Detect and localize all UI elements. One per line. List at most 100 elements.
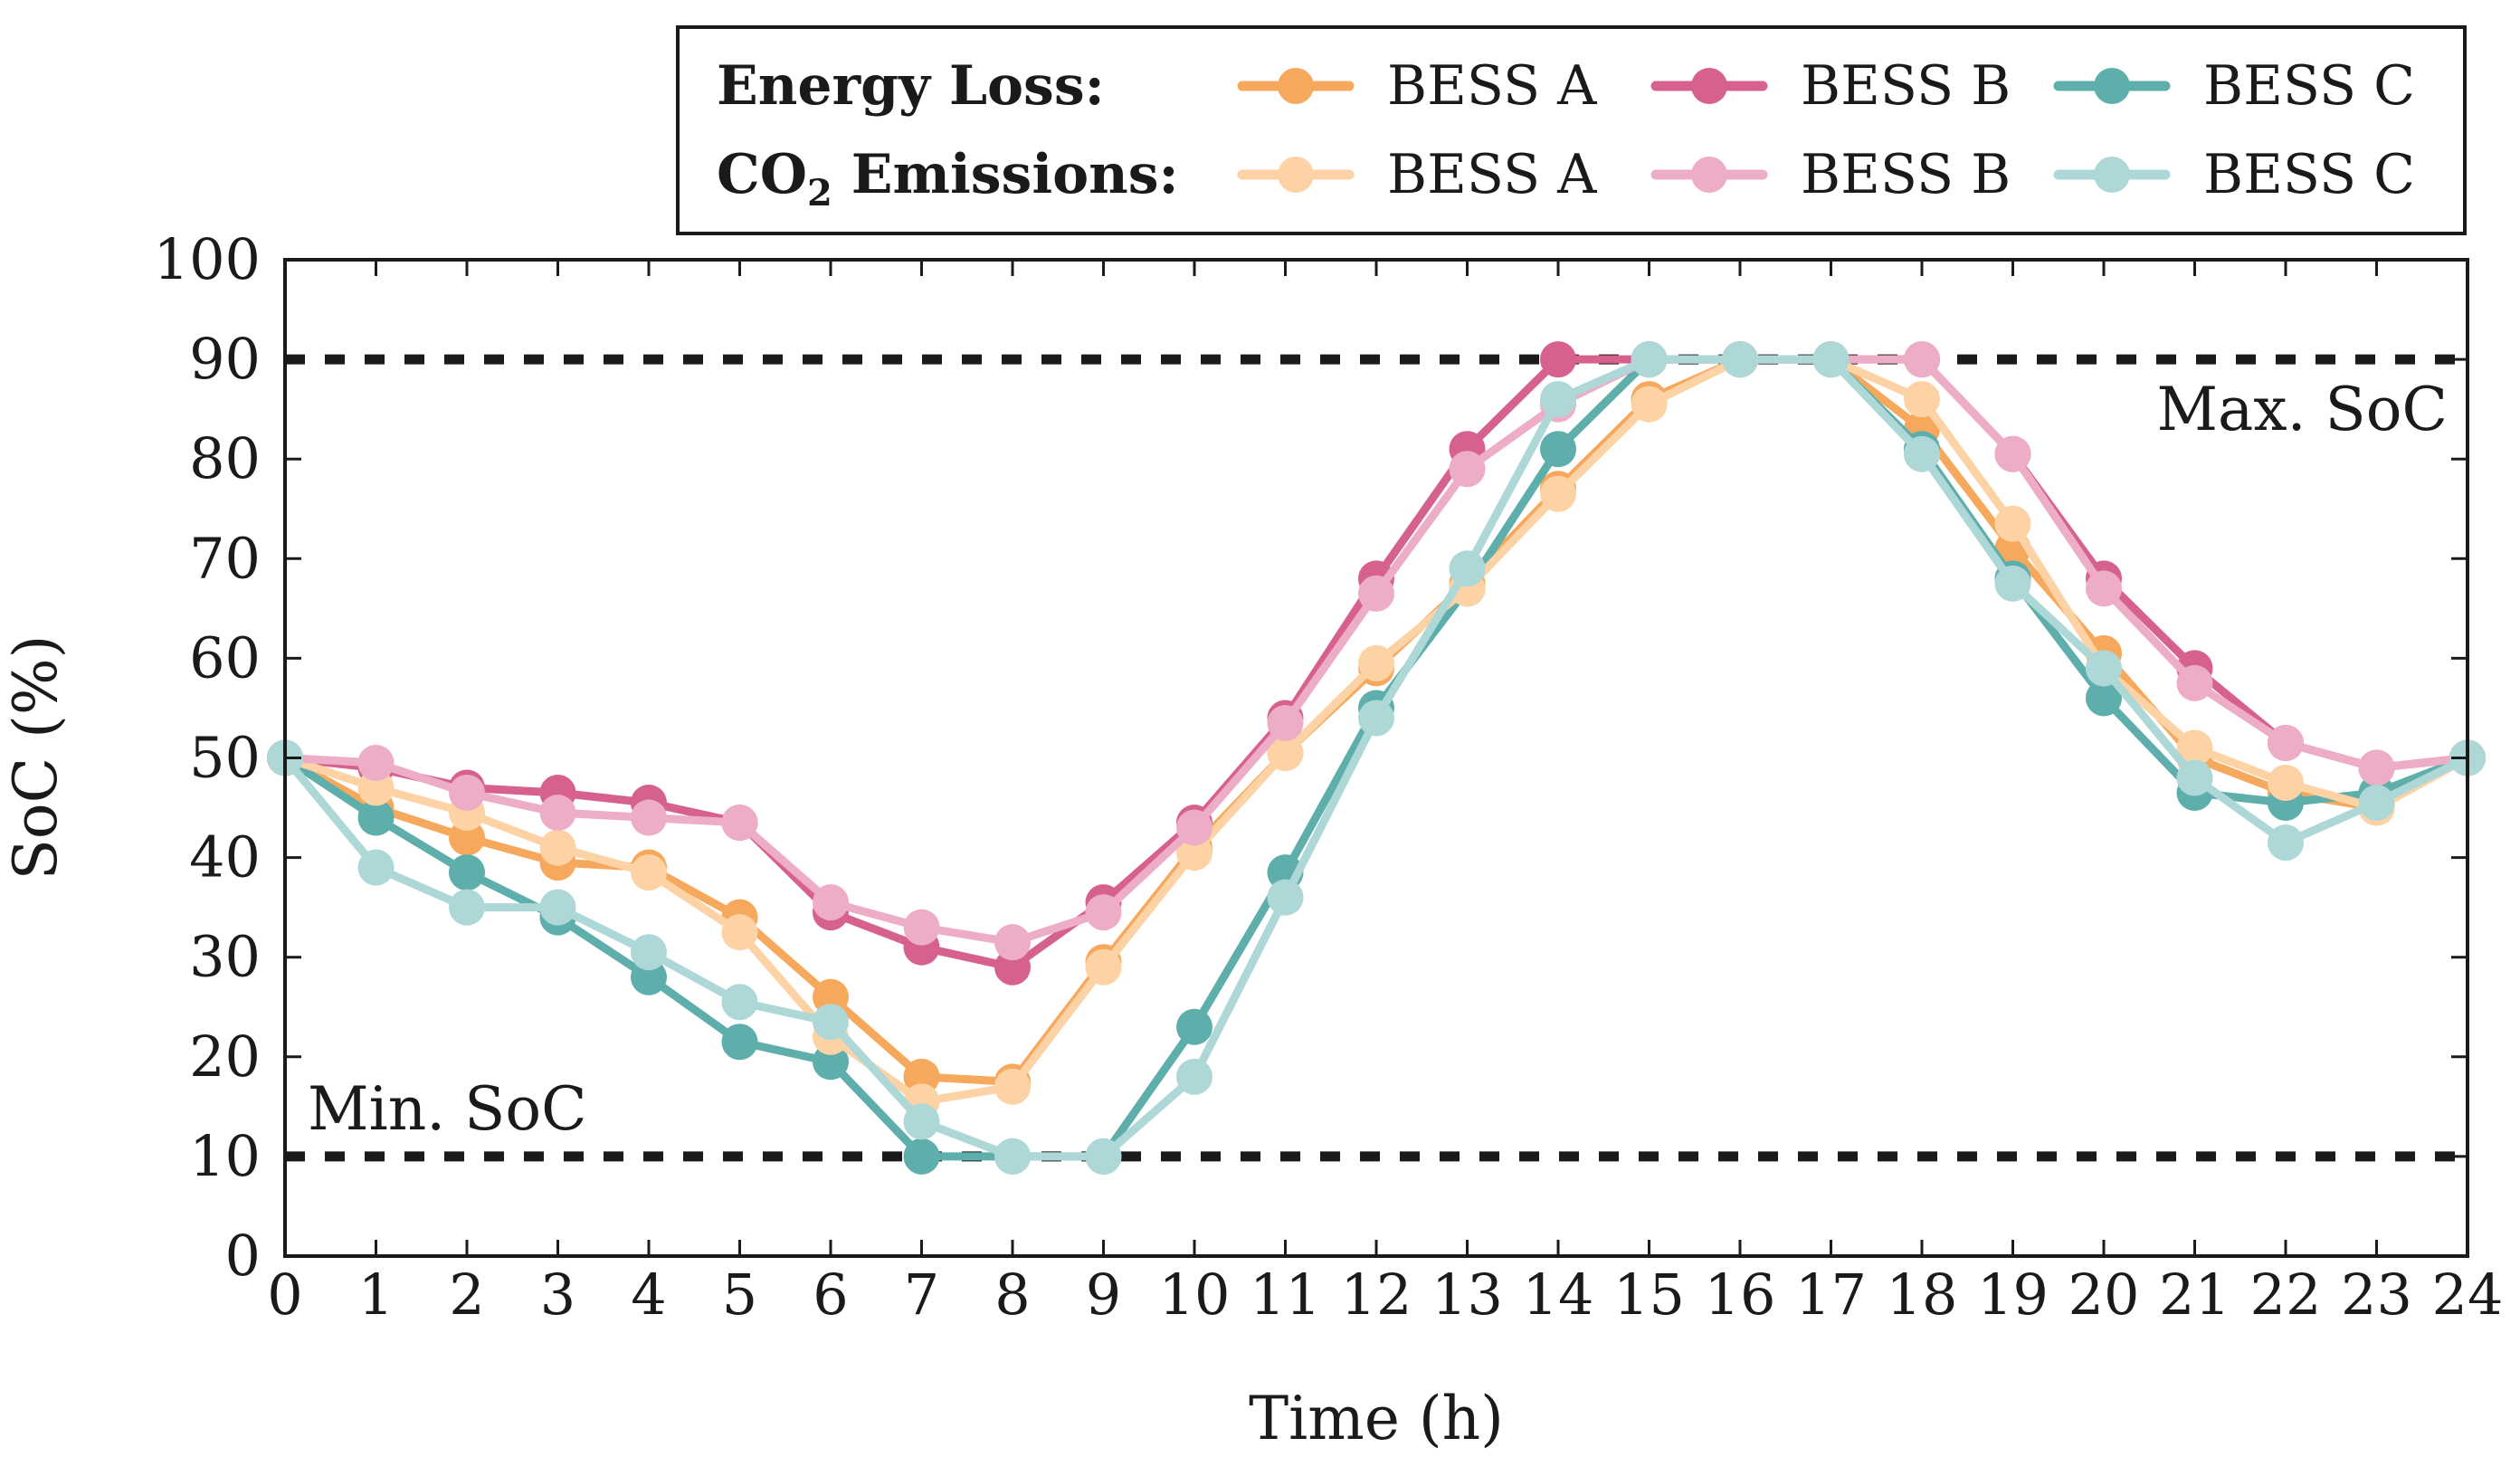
data-point xyxy=(2086,570,2122,607)
min-soc-label: Min. SoC xyxy=(308,1074,587,1144)
y-tick-label: 80 xyxy=(189,425,261,491)
data-point xyxy=(2176,664,2213,701)
data-point xyxy=(1540,475,1576,512)
legend-group-energy-loss: Energy Loss: xyxy=(717,54,1105,118)
legend-label: BESS B xyxy=(1801,143,2011,206)
data-point xyxy=(1176,1058,1212,1095)
data-point xyxy=(721,914,758,951)
data-point xyxy=(1085,948,1122,986)
y-tick-label: 90 xyxy=(189,326,261,392)
data-point xyxy=(357,799,395,836)
legend: Energy Loss: CO2 Emissions: BESS A BESS B… xyxy=(676,25,2467,235)
y-tick-label: 20 xyxy=(189,1024,261,1090)
x-tick-label: 7 xyxy=(904,1262,939,1328)
y-tick-label: 60 xyxy=(189,624,261,690)
legend-co2-rest: Emissions: xyxy=(832,143,1179,206)
data-point xyxy=(539,829,576,866)
x-tick-label: 11 xyxy=(1250,1262,1321,1328)
data-point xyxy=(1904,381,1940,418)
data-point xyxy=(1176,1008,1212,1045)
x-tick-label: 9 xyxy=(1086,1262,1121,1328)
data-point xyxy=(1358,700,1394,737)
data-point xyxy=(813,978,849,1015)
data-point xyxy=(2268,724,2304,761)
data-point xyxy=(1085,894,1122,931)
max-soc-label: Max. SoC xyxy=(2156,375,2448,444)
y-tick-label: 30 xyxy=(189,924,261,990)
data-point xyxy=(449,819,485,856)
x-tick-label: 0 xyxy=(267,1262,302,1328)
data-point xyxy=(1812,341,1850,378)
data-point xyxy=(1631,386,1668,423)
data-point xyxy=(1176,834,1212,871)
data-point xyxy=(813,1004,849,1041)
y-tick-label: 40 xyxy=(189,824,261,890)
legend-swatch-marker xyxy=(1691,68,1727,104)
data-point xyxy=(813,1043,849,1081)
y-tick-label: 70 xyxy=(189,525,261,591)
x-tick-label: 3 xyxy=(540,1262,575,1328)
data-point xyxy=(1904,435,1940,472)
x-axis-title: Time (h) xyxy=(1249,1384,1504,1453)
data-point xyxy=(357,769,395,806)
axes-layer: 0 1 2 3 4 5 6 7 8 9 10 11 12 13 14 15 16 17 18 19 20 21 22 23 24… xyxy=(154,226,2504,1328)
data-point xyxy=(539,889,576,926)
legend-label: BESS B xyxy=(1801,54,2011,118)
data-point xyxy=(994,924,1031,961)
data-point xyxy=(1267,734,1304,771)
data-point xyxy=(1267,704,1304,741)
x-tick-label: 2 xyxy=(449,1262,484,1328)
data-point xyxy=(631,799,667,836)
x-tick-label: 14 xyxy=(1523,1262,1594,1328)
data-point xyxy=(1449,451,1486,488)
x-tick-label: 21 xyxy=(2159,1262,2230,1328)
data-point xyxy=(1358,575,1394,612)
y-tick-label: 0 xyxy=(225,1223,261,1289)
y-tick-label: 100 xyxy=(154,226,261,292)
data-point xyxy=(449,889,485,926)
legend-label: BESS C xyxy=(2203,143,2415,206)
x-tick-label: 5 xyxy=(722,1262,757,1328)
legend-items: BESS A BESS B BESS C BESS A BESS B BESS C xyxy=(1237,54,2415,206)
data-point xyxy=(2358,785,2395,822)
x-tick-label: 8 xyxy=(994,1262,1030,1328)
data-point xyxy=(1267,879,1304,916)
y-tick-label: 10 xyxy=(189,1123,261,1189)
y-axis-title: SoC (%) xyxy=(1,635,71,881)
x-tick-label: 17 xyxy=(1795,1262,1867,1328)
legend-label: BESS A xyxy=(1387,54,1597,118)
x-tick-label: 10 xyxy=(1159,1262,1231,1328)
data-point xyxy=(903,1103,940,1140)
data-point xyxy=(2268,824,2304,862)
legend-swatch-marker xyxy=(1278,68,1314,104)
x-tick-label: 16 xyxy=(1705,1262,1776,1328)
data-point xyxy=(721,984,758,1021)
data-point xyxy=(1540,431,1576,468)
plot-frame xyxy=(283,258,2469,1258)
legend-label: BESS A xyxy=(1387,143,1597,206)
x-tick-label: 15 xyxy=(1613,1262,1685,1328)
data-point xyxy=(1540,381,1576,418)
data-point xyxy=(2268,765,2304,802)
x-tick-label: 1 xyxy=(358,1262,394,1328)
data-point xyxy=(721,805,758,842)
legend-swatch-marker xyxy=(2094,68,2130,104)
data-point xyxy=(539,795,576,832)
y-tick-label: 50 xyxy=(189,725,261,791)
data-point xyxy=(1631,341,1668,378)
data-point xyxy=(631,854,667,891)
data-point xyxy=(1540,341,1576,378)
x-tick-label: 24 xyxy=(2432,1262,2504,1328)
data-point xyxy=(357,745,395,782)
data-point xyxy=(1449,550,1486,587)
data-point xyxy=(631,958,667,995)
legend-swatch-marker xyxy=(2094,157,2130,193)
legend-co2-main: CO xyxy=(717,143,807,206)
x-tick-label: 13 xyxy=(1431,1262,1503,1328)
data-point xyxy=(2086,650,2122,687)
data-point xyxy=(994,1138,1031,1175)
data-point xyxy=(1358,644,1394,681)
plot-layer xyxy=(267,341,2486,1175)
data-point xyxy=(1994,565,2031,602)
